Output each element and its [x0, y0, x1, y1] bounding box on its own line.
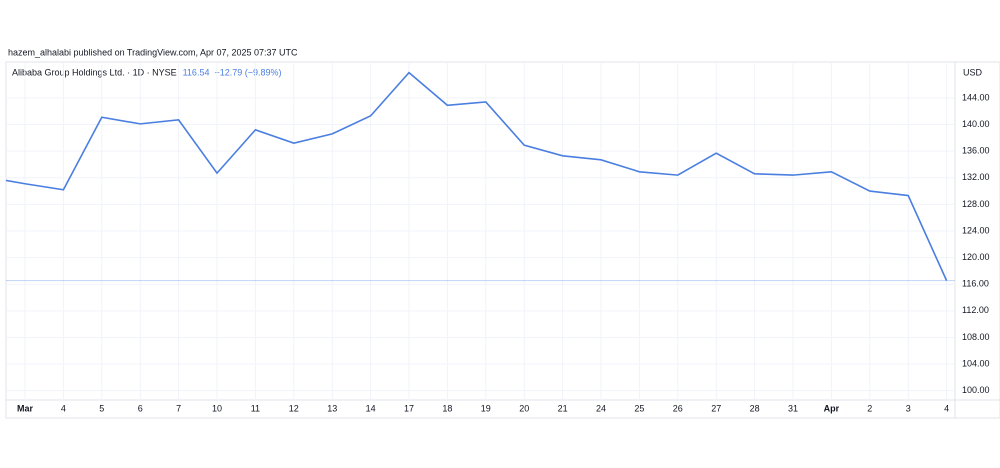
y-tick-label: 124.00 — [962, 225, 990, 235]
y-tick-label: 120.00 — [962, 252, 990, 262]
x-tick-label: 14 — [366, 403, 376, 413]
x-tick-label: 6 — [138, 403, 143, 413]
x-tick-label: 5 — [99, 403, 104, 413]
x-tick-label: 4 — [61, 403, 66, 413]
y-tick-label: 132.00 — [962, 172, 990, 182]
x-tick-label: 12 — [289, 403, 299, 413]
x-tick-label: 20 — [519, 403, 529, 413]
x-tick-label: 13 — [327, 403, 337, 413]
price-change: −12.79 (−9.89%) — [214, 67, 281, 77]
y-tick-label: 128.00 — [962, 199, 990, 209]
y-tick-label: 144.00 — [962, 92, 990, 102]
x-tick-label: 26 — [673, 403, 683, 413]
x-tick-label: 11 — [251, 403, 260, 413]
x-tick-label: 17 — [404, 403, 414, 413]
x-tick-label: 28 — [750, 403, 760, 413]
x-tick-label: Apr — [824, 403, 840, 413]
x-tick-label: 19 — [481, 403, 491, 413]
y-tick-label: 116.00 — [962, 279, 989, 289]
x-tick-label: 3 — [906, 403, 911, 413]
y-tick-label: 136.00 — [962, 146, 990, 156]
x-tick-label: 7 — [176, 403, 181, 413]
x-tick-label: Mar — [17, 403, 34, 413]
y-tick-label: 112.00 — [962, 305, 989, 315]
x-tick-label: 31 — [788, 403, 798, 413]
chart-frame — [5, 61, 1000, 419]
x-tick-label: 21 — [558, 403, 568, 413]
chart-title: Alibaba Group Holdings Ltd. · 1D · NYSE — [12, 67, 177, 77]
x-tick-label: 18 — [442, 403, 452, 413]
publish-note: hazem_alhalabi published on TradingView.… — [8, 47, 298, 57]
x-tick-label: 10 — [212, 403, 222, 413]
x-tick-label: 25 — [634, 403, 644, 413]
y-tick-label: 140.00 — [962, 119, 990, 129]
last-price: 116.54 — [183, 67, 210, 77]
x-tick-label: 2 — [867, 403, 872, 413]
y-tick-label: 104.00 — [962, 358, 990, 368]
x-tick-label: 27 — [711, 403, 721, 413]
y-tick-label: 108.00 — [962, 332, 990, 342]
currency-label: USD — [963, 67, 983, 77]
x-tick-label: 24 — [596, 403, 606, 413]
x-tick-label: 4 — [944, 403, 949, 413]
price-line — [6, 71, 948, 281]
y-tick-label: 100.00 — [962, 385, 990, 395]
